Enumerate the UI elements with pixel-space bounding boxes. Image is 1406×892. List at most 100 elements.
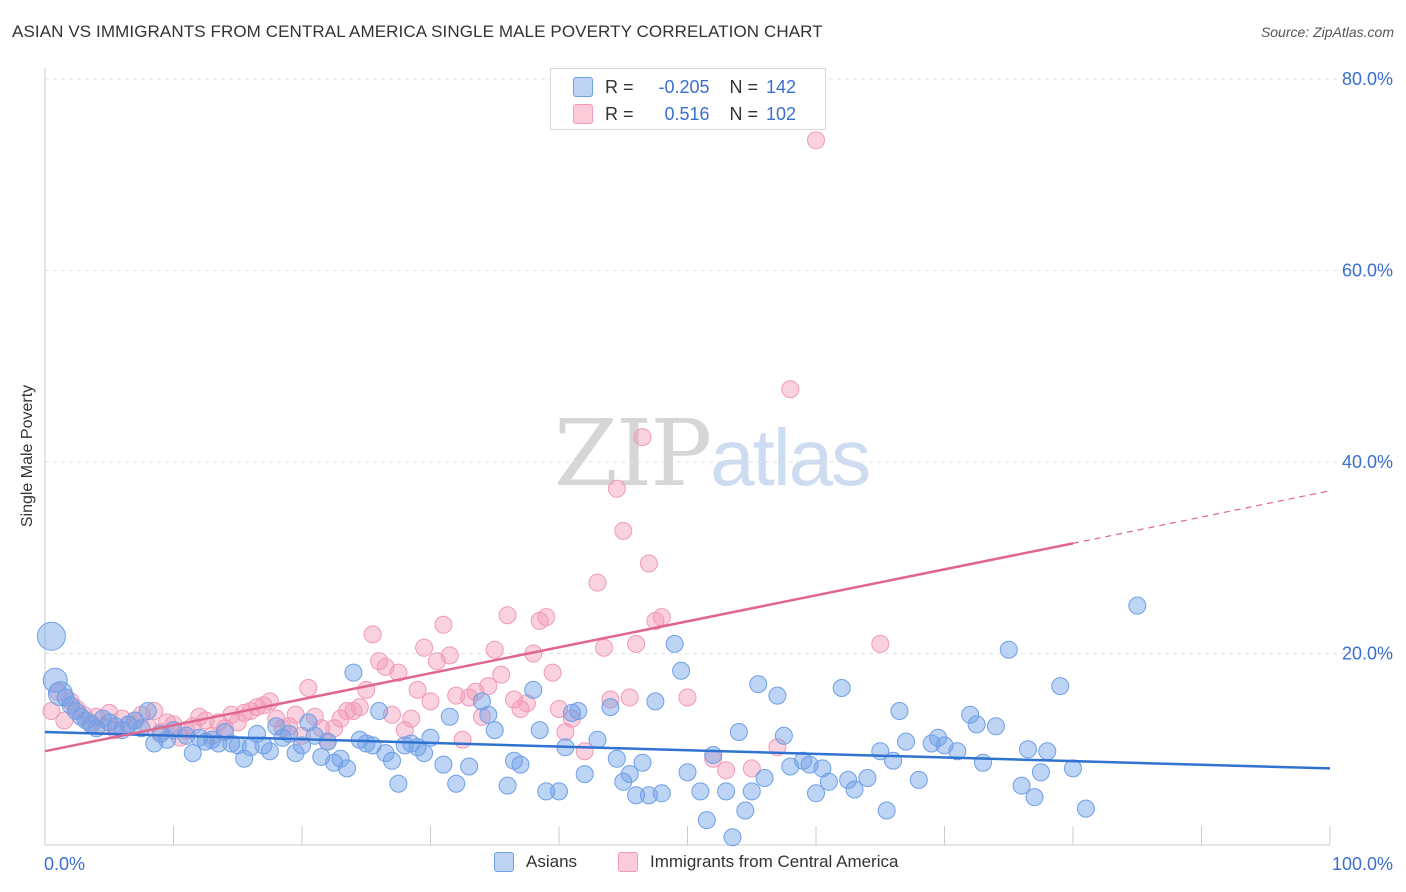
asian-point (383, 751, 401, 770)
legend-row-asians: R = -0.205 N = 142 (573, 74, 796, 100)
asian-point (338, 759, 356, 778)
asian-point (909, 770, 928, 789)
immigrant-point (280, 717, 299, 736)
axes (44, 68, 1331, 846)
legend-label-immigrants: Immigrants from Central America (650, 852, 899, 871)
asian-point (440, 707, 459, 726)
x-tick-label: 100.0% (1332, 854, 1393, 874)
asian-point (646, 692, 665, 711)
y-tick-label: 60.0% (1342, 261, 1393, 281)
y-tick-label: 20.0% (1342, 644, 1393, 664)
asian-point (948, 742, 967, 761)
asian-point (974, 753, 992, 772)
asian-point (742, 782, 761, 801)
immigrant-point (614, 521, 633, 540)
immigrant-point (595, 638, 613, 657)
asian-point (575, 765, 594, 784)
asian-point (550, 782, 568, 801)
watermark: ZIPatlas (554, 400, 871, 507)
legend-item-asians: Asians (494, 852, 577, 872)
asian-point (260, 742, 279, 761)
asian-point (961, 705, 980, 724)
x-tick-label: 0.0% (44, 854, 85, 874)
asian-point (389, 774, 408, 793)
asian-point (47, 681, 73, 707)
asian-point (755, 769, 774, 787)
immigrant-point (145, 702, 164, 720)
immigrant-point (453, 730, 472, 749)
asian-point (1051, 677, 1070, 696)
asian-point (1025, 788, 1044, 807)
immigrant-point (588, 573, 607, 592)
asian-point (222, 734, 241, 753)
asian-point (447, 774, 466, 793)
asian-point (530, 721, 549, 740)
asian-point (1076, 799, 1095, 818)
asian-point (460, 757, 479, 776)
n-label: N = (729, 103, 759, 124)
asian-point (357, 734, 376, 753)
asian-point (293, 736, 311, 755)
asian-point (819, 772, 838, 791)
asian-point (697, 811, 716, 830)
immigrant-point (871, 634, 890, 653)
asian-point (1012, 776, 1031, 795)
asian-point (1128, 596, 1147, 615)
asian-point (485, 721, 504, 740)
r-label: R = (605, 103, 634, 124)
asian-point (36, 621, 66, 651)
asian-point (415, 744, 434, 763)
asian-point (839, 770, 858, 789)
immigrant-point (678, 688, 697, 707)
asian-point (286, 744, 305, 763)
asian-point (890, 702, 909, 720)
immigrant-point (639, 554, 658, 573)
asian-point (524, 680, 543, 699)
asian-point (61, 696, 80, 715)
asian-point (318, 732, 337, 751)
legend-row-immigrants: R = 0.516 N = 102 (573, 101, 796, 127)
asian-point (858, 769, 877, 787)
immigrant-point (421, 692, 440, 711)
asian-point (209, 734, 228, 753)
asian-point (479, 705, 498, 724)
immigrants-trend-line (44, 542, 1074, 753)
immigrant-point (781, 380, 800, 399)
asian-point (376, 744, 395, 763)
immigrants-trend-extension (1072, 490, 1331, 544)
asian-point (717, 782, 736, 801)
legend-label-asians: Asians (526, 852, 578, 871)
immigrant-point (402, 709, 421, 728)
trend-lines (44, 490, 1331, 770)
immigrant-point (607, 479, 626, 498)
asian-point (183, 744, 202, 763)
n-value: 142 (766, 76, 797, 97)
immigrant-point (472, 707, 491, 726)
immigrant-point (620, 688, 639, 707)
series-legend: Asians Immigrants from Central America (0, 852, 1406, 878)
immigrant-point (601, 690, 620, 709)
immigrant-point (485, 640, 504, 659)
n-label: N = (729, 76, 759, 97)
asian-point (1019, 740, 1037, 759)
immigrant-point (42, 702, 61, 720)
asian-point (774, 726, 793, 745)
asian-point (42, 667, 68, 693)
asian-point (537, 782, 556, 801)
asian-point (691, 782, 710, 801)
asian-point (511, 755, 530, 774)
asian-point (633, 753, 652, 772)
asians-trend-line (44, 730, 1331, 770)
asian-point (729, 723, 748, 741)
immigrant-point (498, 606, 517, 625)
asian-point (627, 786, 646, 805)
correlation-legend: R = -0.205 N = 142 R = 0.516 N = 102 (550, 68, 826, 130)
y-tick-label: 40.0% (1342, 452, 1393, 472)
r-value: 0.516 (664, 103, 710, 124)
grid-lines (45, 78, 1392, 654)
immigrant-point (440, 646, 459, 665)
asian-point (832, 679, 851, 697)
n-value: 102 (766, 103, 797, 124)
immigrant-point (299, 679, 318, 697)
asians-swatch (573, 77, 593, 97)
